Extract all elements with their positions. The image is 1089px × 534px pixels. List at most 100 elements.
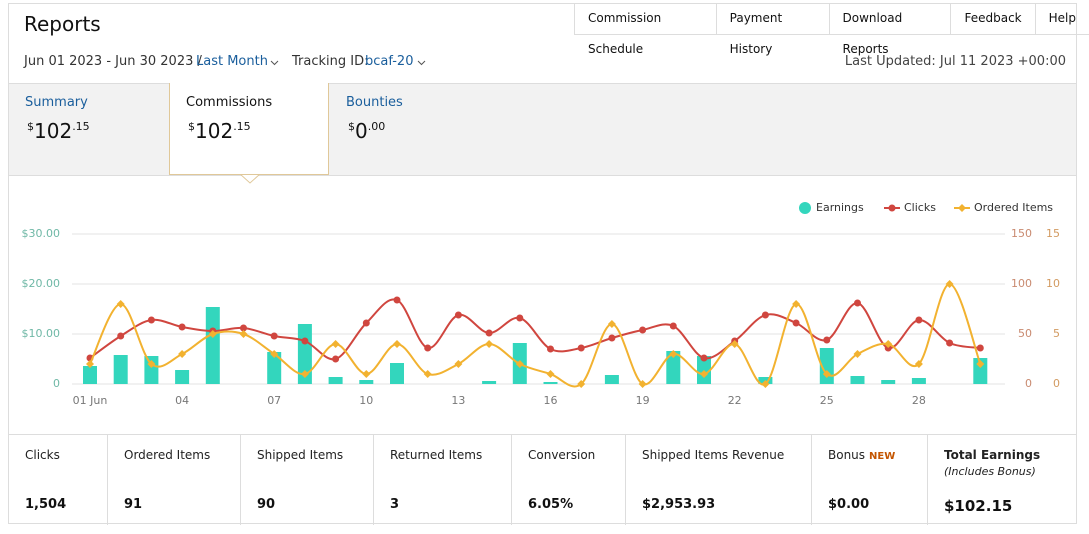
currency: $ [188, 120, 195, 133]
point [547, 345, 554, 353]
tick-label: 10 [1046, 277, 1060, 290]
stat-value: $2,953.93 [642, 497, 716, 512]
point [393, 340, 401, 348]
stats-row: Clicks 1,504 Ordered Items 91 Shipped Items 9… [9, 434, 1076, 525]
tab-amount: $102.15 [27, 119, 90, 143]
stat-label-text: Ordered Items [124, 448, 211, 462]
stat-label: Bonus NEW [828, 448, 895, 462]
nav-button[interactable]: Commission Schedule [574, 3, 716, 56]
x-tick-label: 07 [267, 394, 281, 407]
frame [8, 3, 1077, 524]
nav-button[interactable]: Download Reports [828, 3, 951, 56]
note: (Includes Bonus) [944, 465, 1036, 478]
point [792, 319, 800, 327]
chevron[interactable] [417, 60, 426, 66]
point [669, 350, 678, 358]
stat-label-text: Total Earnings [944, 448, 1041, 462]
point [700, 354, 708, 362]
point [208, 330, 217, 338]
page-title: Reports [24, 12, 101, 36]
point [454, 360, 463, 368]
point [607, 320, 616, 328]
point [914, 360, 923, 368]
point [884, 340, 893, 348]
x-tick-label: 19 [636, 394, 650, 407]
legend-label: Ordered Items [974, 201, 1053, 214]
tab-amount: $0.00 [348, 119, 385, 143]
x-tick-label: 13 [451, 394, 465, 407]
stat-label-text: Returned Items [390, 448, 483, 462]
nav-button[interactable]: Payment History [715, 3, 829, 56]
bar [359, 380, 374, 384]
legend-label: Earnings [816, 201, 864, 214]
bar [267, 352, 282, 384]
point [669, 322, 677, 330]
stat-value: 1,504 [25, 497, 67, 512]
tab[interactable]: Bounties $0.00 [330, 83, 490, 175]
stat-cell: Returned Items 3 [374, 435, 512, 525]
point [853, 350, 862, 358]
point [454, 311, 462, 319]
bar [328, 377, 343, 384]
stat-cell: Shipped Items 90 [241, 435, 374, 525]
amount-whole: 0 [355, 119, 368, 143]
tick-label: $10.00 [22, 327, 61, 340]
tick-label: 0 [1053, 377, 1060, 390]
nav-button[interactable]: Help [1034, 3, 1089, 35]
tick-label: 15 [1046, 227, 1060, 240]
tab[interactable]: Commissions $102.15 [169, 83, 329, 175]
point [117, 332, 125, 340]
period-link[interactable]: Last Month [196, 54, 268, 69]
tick-label: 150 [1011, 227, 1032, 240]
last-updated: Last Updated: Jul 11 2023 +00:00 [844, 54, 1066, 69]
legend-swatch [799, 202, 811, 214]
amount-fraction: .15 [72, 120, 90, 133]
point [485, 340, 494, 348]
stat-label-text: Conversion [528, 448, 596, 462]
tick-label: $20.00 [22, 277, 61, 290]
line [89, 282, 982, 388]
x-tick-label: 22 [728, 394, 742, 407]
stat-cell: Shipped Items Revenue $2,953.93 [626, 435, 812, 525]
stat-label: Total Earnings (Includes Bonus) [944, 448, 1040, 478]
stat-label-text: Shipped Items Revenue [642, 448, 785, 462]
bar [205, 307, 220, 384]
x-tick-label: 28 [912, 394, 926, 407]
point [270, 350, 279, 358]
bar [482, 381, 497, 384]
chevron[interactable] [270, 60, 279, 66]
stat-label: Conversion [528, 448, 595, 462]
badge: NEW [869, 451, 896, 462]
stat-cell: Clicks 1,504 [9, 435, 108, 525]
point [761, 311, 769, 319]
stat-label-text: Clicks [25, 448, 60, 462]
point [393, 296, 401, 304]
stat-label: Returned Items [390, 448, 482, 462]
stat-cell: Bonus NEW $0.00 [812, 435, 928, 525]
x-tick-label: 10 [359, 394, 373, 407]
bar [144, 356, 159, 384]
bar [175, 370, 190, 384]
amount-whole: 102 [34, 119, 73, 143]
stat-label: Ordered Items [124, 448, 210, 462]
point [362, 319, 370, 327]
stat-cell: Total Earnings (Includes Bonus) $102.15 [928, 435, 1076, 525]
bar [113, 355, 128, 384]
x-tick-label: 01 Jun [73, 394, 108, 407]
stat-value: 90 [257, 497, 276, 512]
stat-label: Clicks [25, 448, 60, 462]
tab-label: Summary [25, 95, 88, 110]
point [854, 299, 861, 307]
point [976, 360, 985, 368]
bar [881, 380, 896, 384]
tab[interactable]: Summary $102.15 [9, 83, 169, 175]
nav-button[interactable]: Feedback [950, 3, 1035, 35]
tracking-id[interactable]: bcaf-20 [365, 54, 414, 69]
point [147, 316, 155, 324]
point [546, 370, 555, 378]
point [301, 337, 309, 345]
point [608, 334, 616, 342]
tick-label: 5 [1053, 327, 1060, 340]
legend-marker [888, 204, 896, 212]
